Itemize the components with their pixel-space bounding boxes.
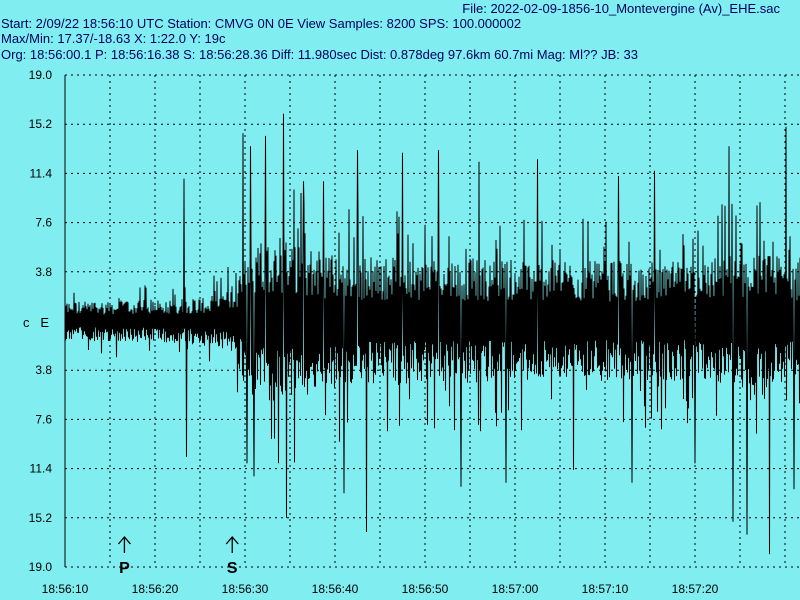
x-tick-label: 18:56:50 <box>402 582 449 596</box>
origin-phase-info: Org: 18:56:00.1 P: 18:56:16.38 S: 18:56:… <box>1 47 638 62</box>
phase-arrow <box>117 536 131 553</box>
phase-marker-p: P <box>117 536 131 577</box>
file-name: File: 2022-02-09-1856-10_Montevergine (A… <box>462 1 780 16</box>
start-info: Start: 2/09/22 18:56:10 UTC Station: CMV… <box>1 16 522 31</box>
x-tick-label: 18:57:10 <box>582 582 629 596</box>
phase-label: P <box>119 560 130 577</box>
x-tick-label: 18:56:30 <box>222 582 269 596</box>
phase-label: S <box>227 560 238 577</box>
y-tick-label: 3.8 <box>35 363 52 377</box>
y-tick-label: 3.8 <box>35 265 52 279</box>
x-tick-label: 18:56:40 <box>312 582 359 596</box>
max-min-info: Max/Min: 17.37/-18.63 X: 1:22.0 Y: 19c <box>1 31 226 46</box>
phase-arrow <box>225 536 239 553</box>
x-tick-label: 18:57:00 <box>492 582 539 596</box>
y-axis-labels: 19.0 15.2 11.4 7.6 3.8 3.8 7.6 11.4 15.2 19.0 <box>29 68 53 574</box>
x-tick-label: 18:56:10 <box>42 582 89 596</box>
y-tick-label: 15.2 <box>29 511 53 525</box>
y-tick-label: 19.0 <box>29 68 53 82</box>
y-tick-label: 11.4 <box>30 462 53 476</box>
y-tick-label: 11.4 <box>30 166 53 180</box>
channel-label: c E <box>23 315 49 330</box>
x-tick-label: 18:56:20 <box>132 582 179 596</box>
y-tick-label: 15.2 <box>29 117 53 131</box>
x-axis-labels: 18:56:10 18:56:20 18:56:30 18:56:40 18:56:50… <box>42 582 719 596</box>
seismic-trace <box>64 113 800 555</box>
y-tick-label: 19.0 <box>29 560 53 574</box>
y-tick-label: 7.6 <box>35 216 52 230</box>
y-tick-label: 7.6 <box>35 412 52 426</box>
x-tick-label: 18:57:20 <box>672 582 719 596</box>
phase-marker-s: S <box>225 536 239 577</box>
